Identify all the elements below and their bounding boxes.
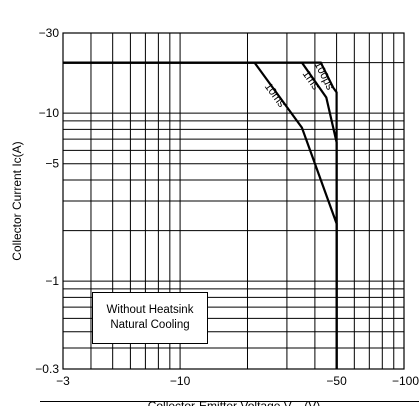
x-tick-label: −50 [326, 374, 347, 388]
y-tick-label: −1 [45, 274, 59, 288]
y-tick-label: −0.3 [35, 362, 59, 376]
y-axis-label: Collector Current Ic(A) [10, 141, 24, 260]
annotation-line-1: Without Heatsink [106, 304, 194, 316]
annotation-box: Without Heatsink Natural Cooling [92, 292, 208, 344]
annotation-line-2: Natural Cooling [110, 319, 190, 331]
series-label: 10ms [262, 81, 288, 110]
x-tick-label: −3 [56, 374, 70, 388]
y-tick-label: −30 [39, 26, 60, 40]
bottom-rule [40, 401, 419, 402]
x-tick-label: −10 [170, 374, 191, 388]
plot-frame [62, 32, 405, 370]
y-tick-label: −10 [39, 106, 60, 120]
x-tick-label: −100 [392, 374, 419, 388]
y-tick-label: −5 [45, 157, 59, 171]
series-line [63, 61, 338, 369]
